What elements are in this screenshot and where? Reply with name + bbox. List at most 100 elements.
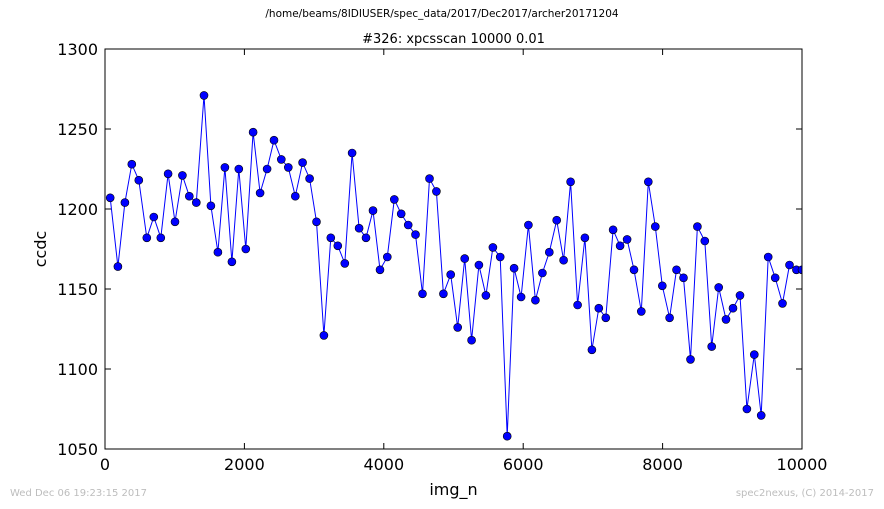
data-point xyxy=(778,299,787,308)
data-point xyxy=(453,323,463,332)
data-point xyxy=(672,265,681,275)
series-line xyxy=(109,95,802,437)
data-point xyxy=(587,345,597,355)
data-point xyxy=(120,198,130,207)
data-point xyxy=(220,163,230,172)
data-point xyxy=(113,262,123,271)
figure-supertitle: /home/beams/8IDIUSER/spec_data/2017/Dec2… xyxy=(265,8,619,20)
data-point xyxy=(206,201,216,211)
data-point xyxy=(185,191,194,201)
data-point xyxy=(105,193,115,203)
data-point xyxy=(241,244,251,254)
data-point xyxy=(481,291,491,300)
data-point xyxy=(163,169,173,179)
data-point xyxy=(227,257,237,267)
data-point xyxy=(495,252,505,262)
data-point xyxy=(615,241,625,251)
data-point xyxy=(756,411,766,420)
data-point xyxy=(305,174,314,183)
data-point xyxy=(749,350,759,359)
data-point xyxy=(601,313,611,323)
x-tick-label: 8000 xyxy=(642,455,683,474)
data-point xyxy=(156,233,166,243)
y-tick-label: 1050 xyxy=(57,440,98,459)
data-point xyxy=(622,235,632,244)
data-point xyxy=(608,225,618,235)
data-point xyxy=(693,222,702,231)
data-point xyxy=(566,177,575,187)
x-tick-label: 6000 xyxy=(503,455,544,474)
data-point xyxy=(199,91,209,100)
y-tick-label: 1300 xyxy=(57,40,98,59)
x-tick-label: 10000 xyxy=(777,455,828,474)
x-tick-label: 0 xyxy=(100,455,110,474)
data-point xyxy=(418,289,427,299)
data-point xyxy=(665,313,674,323)
data-point xyxy=(594,303,604,313)
data-point xyxy=(524,220,533,230)
data-point xyxy=(312,217,321,227)
data-point xyxy=(333,241,343,251)
data-point xyxy=(382,252,392,262)
data-point xyxy=(375,265,385,275)
data-point xyxy=(643,177,653,187)
data-point xyxy=(467,335,476,345)
data-point xyxy=(192,198,201,207)
data-point xyxy=(707,342,717,351)
data-point xyxy=(262,164,272,174)
data-point xyxy=(411,230,420,239)
data-point xyxy=(340,259,350,268)
data-point xyxy=(248,127,258,137)
data-point xyxy=(544,247,554,257)
plot-frame xyxy=(104,48,803,450)
data-point xyxy=(516,292,526,302)
data-point xyxy=(255,188,265,198)
data-point xyxy=(509,263,519,273)
y-tick-label: 1250 xyxy=(57,120,98,139)
data-point xyxy=(728,303,738,313)
data-point xyxy=(142,233,152,243)
data-point xyxy=(213,247,223,257)
y-tick-label: 1150 xyxy=(57,280,98,299)
chart-title: #326: xpcsscan 10000 0.01 xyxy=(362,32,545,47)
data-point xyxy=(735,291,745,300)
data-point xyxy=(629,265,639,275)
data-point xyxy=(425,174,434,183)
data-point xyxy=(439,289,448,299)
data-point xyxy=(770,273,780,283)
data-point xyxy=(170,217,180,227)
x-tick-label: 2000 xyxy=(224,455,265,474)
data-point xyxy=(785,260,794,270)
timestamp-text: Wed Dec 06 19:23:15 2017 xyxy=(10,488,147,499)
data-point xyxy=(354,223,364,233)
data-point xyxy=(134,175,144,185)
data-point xyxy=(269,135,279,145)
y-tick-label: 1200 xyxy=(57,200,98,219)
data-point xyxy=(714,283,724,292)
data-point xyxy=(657,281,667,291)
data-point xyxy=(636,307,646,316)
x-axis-label: img_n xyxy=(429,480,477,500)
data-point xyxy=(721,315,731,324)
data-point xyxy=(700,236,710,246)
data-point xyxy=(149,212,159,222)
data-point xyxy=(368,206,378,215)
data-point xyxy=(326,233,336,243)
data-point xyxy=(573,300,582,310)
data-point xyxy=(686,355,695,364)
data-point xyxy=(283,163,293,172)
data-point xyxy=(488,243,498,252)
x-tick-label: 4000 xyxy=(363,455,404,474)
data-point xyxy=(502,431,512,441)
data-point xyxy=(580,233,590,243)
data-point xyxy=(347,148,357,158)
data-point xyxy=(361,233,371,243)
data-point xyxy=(298,158,307,167)
data-point xyxy=(531,295,540,305)
data-point xyxy=(178,171,187,180)
data-point xyxy=(460,254,470,263)
data-point xyxy=(650,222,660,231)
data-point xyxy=(276,155,286,164)
data-point xyxy=(432,187,441,196)
